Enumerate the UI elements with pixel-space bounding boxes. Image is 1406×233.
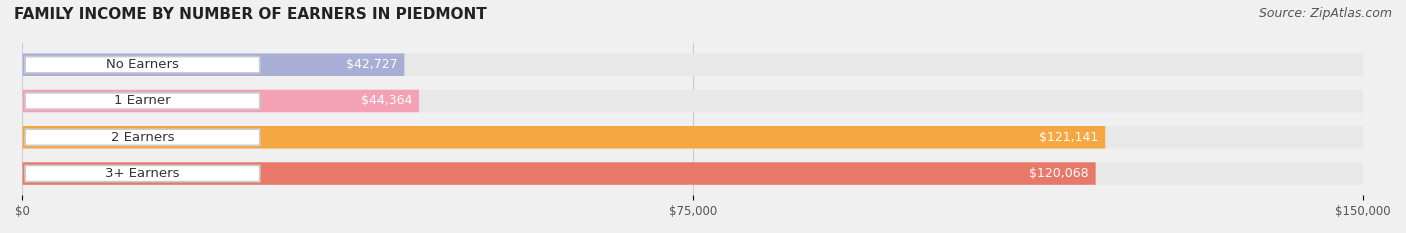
FancyBboxPatch shape <box>22 90 419 112</box>
FancyBboxPatch shape <box>22 162 1095 185</box>
FancyBboxPatch shape <box>22 90 1364 112</box>
Text: FAMILY INCOME BY NUMBER OF EARNERS IN PIEDMONT: FAMILY INCOME BY NUMBER OF EARNERS IN PI… <box>14 7 486 22</box>
FancyBboxPatch shape <box>25 93 260 109</box>
FancyBboxPatch shape <box>25 165 260 182</box>
Text: No Earners: No Earners <box>105 58 179 71</box>
FancyBboxPatch shape <box>25 129 260 145</box>
FancyBboxPatch shape <box>22 54 1364 76</box>
Text: 1 Earner: 1 Earner <box>114 95 170 107</box>
Text: 2 Earners: 2 Earners <box>111 131 174 144</box>
FancyBboxPatch shape <box>25 57 260 73</box>
Text: $42,727: $42,727 <box>346 58 398 71</box>
FancyBboxPatch shape <box>22 54 405 76</box>
Text: $121,141: $121,141 <box>1039 131 1098 144</box>
Text: $120,068: $120,068 <box>1029 167 1088 180</box>
Text: $44,364: $44,364 <box>361 95 412 107</box>
FancyBboxPatch shape <box>22 162 1364 185</box>
Text: 3+ Earners: 3+ Earners <box>105 167 180 180</box>
FancyBboxPatch shape <box>22 126 1364 148</box>
Text: Source: ZipAtlas.com: Source: ZipAtlas.com <box>1258 7 1392 20</box>
FancyBboxPatch shape <box>22 126 1105 148</box>
